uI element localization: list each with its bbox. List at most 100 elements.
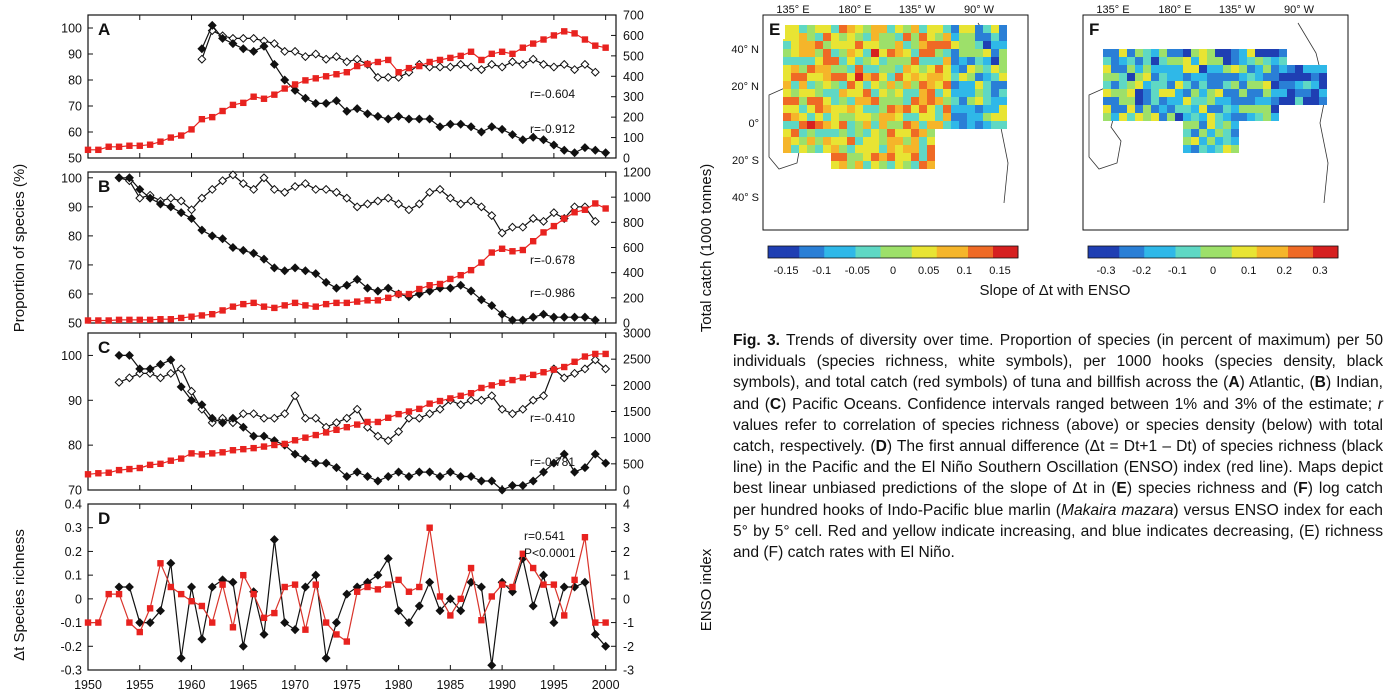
catch-marker [374, 418, 382, 426]
map-cell [975, 81, 983, 89]
density-marker [176, 382, 186, 392]
right-tick-label: 0 [623, 484, 630, 498]
map-cell [975, 73, 983, 81]
map-cell [1127, 57, 1135, 65]
richness-marker [290, 46, 300, 56]
map-cell [943, 89, 951, 97]
lon-tick-label: 135° E [1096, 4, 1129, 16]
catch-marker [426, 400, 433, 407]
right-tick-label: 0 [623, 317, 630, 331]
map-letter: E [769, 20, 780, 39]
map-cell [1239, 49, 1247, 57]
density-marker [559, 312, 569, 322]
map-cell [1255, 81, 1263, 89]
map-cell [799, 41, 807, 49]
map-cell [1287, 73, 1295, 81]
map-cell [1311, 89, 1319, 97]
map-cell [1247, 105, 1255, 113]
richness-marker [187, 386, 197, 396]
colorbar-tick-label: 0.1 [957, 265, 972, 277]
map-cell [895, 145, 903, 153]
richness-marker [352, 202, 362, 212]
density-marker [166, 355, 176, 365]
panel-C: 708090100050010001500200025003000Cr=-0.4… [61, 327, 651, 498]
map-cell [799, 97, 807, 105]
map-cell [791, 41, 799, 49]
density-marker [404, 618, 414, 628]
density-marker [476, 476, 486, 486]
richness-marker [425, 187, 435, 197]
density-marker [456, 280, 466, 290]
density-marker [135, 184, 145, 194]
map-cell [919, 41, 927, 49]
map-cell [1271, 105, 1279, 113]
density-marker [331, 618, 341, 628]
catch-marker [602, 619, 609, 626]
lat-tick-label: 20° N [731, 81, 759, 93]
map-cell [1135, 49, 1143, 57]
density-marker [414, 467, 424, 477]
map-cell [839, 65, 847, 73]
map-cell [783, 145, 791, 153]
density-marker [342, 106, 352, 116]
right-tick-label: 0 [623, 152, 630, 166]
map-cell [1191, 49, 1199, 57]
catch-marker [364, 297, 371, 304]
map-cell [1135, 105, 1143, 113]
map-cell [1279, 65, 1287, 73]
map-cell [823, 129, 831, 137]
map-letter: F [1089, 20, 1099, 39]
catch-marker [209, 450, 216, 457]
map-cell [863, 97, 871, 105]
catch-marker [312, 303, 319, 310]
map-cell [1199, 89, 1207, 97]
density-marker [300, 93, 310, 103]
colorbar-segment [811, 246, 819, 258]
map-cell [999, 89, 1007, 97]
map-cell [839, 97, 847, 105]
catch-marker [302, 77, 309, 84]
map-cell [911, 25, 919, 33]
map-cell [1271, 113, 1279, 121]
catch-marker [457, 392, 464, 399]
map-cell [799, 65, 807, 73]
density-marker [290, 85, 300, 95]
map-cell [1255, 89, 1263, 97]
map-cell [927, 89, 935, 97]
map-cell [1215, 81, 1223, 89]
map-cell [1103, 57, 1111, 65]
density-marker [259, 254, 269, 264]
catch-marker [581, 353, 589, 360]
map-cell [1175, 65, 1183, 73]
map-cell [791, 137, 799, 145]
map-cell [855, 97, 863, 105]
richness-marker [549, 208, 559, 218]
map-cell [895, 49, 903, 57]
richness-marker [352, 404, 362, 414]
map-cell [991, 65, 999, 73]
map-cell [887, 161, 895, 169]
catch-marker [95, 317, 102, 324]
map-cell [1215, 65, 1223, 73]
map-cell [967, 65, 975, 73]
map-cell [943, 25, 951, 33]
left-tick-label: 0.3 [65, 521, 82, 535]
map-cell [823, 113, 831, 121]
map-cell [847, 73, 855, 81]
density-marker [311, 269, 321, 279]
map-cell [1295, 81, 1303, 89]
richness-marker [124, 373, 134, 383]
richness-marker [218, 176, 228, 186]
density-marker [456, 606, 466, 616]
map-cell [1151, 97, 1159, 105]
colorbar-segment [1250, 246, 1258, 258]
map-cell [1239, 97, 1247, 105]
map-cell [1279, 89, 1287, 97]
map-cell [927, 81, 935, 89]
richness-marker [187, 205, 197, 215]
colorbar-tick-label: 0.05 [918, 265, 939, 277]
map-cell [991, 105, 999, 113]
catch-marker [426, 58, 433, 66]
catch-marker [488, 50, 495, 58]
map-cell [1215, 113, 1223, 121]
